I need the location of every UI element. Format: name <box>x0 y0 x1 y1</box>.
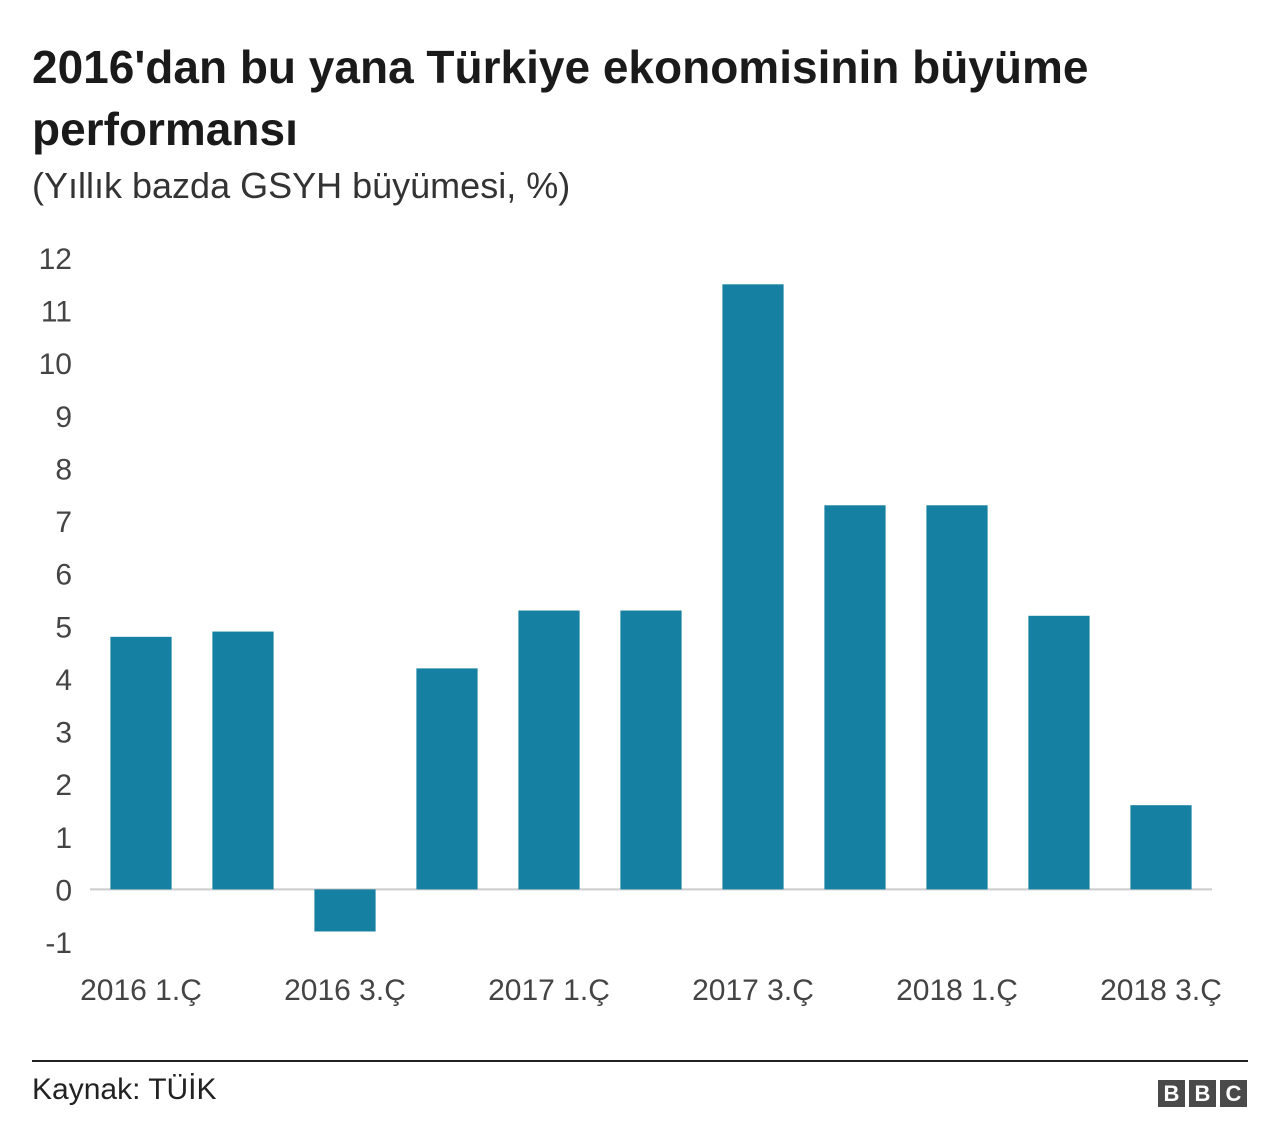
x-tick-label: 2017 1.Ç <box>488 974 610 1007</box>
bar <box>110 636 172 890</box>
bar <box>1028 615 1090 890</box>
source-label: Kaynak: TÜİK <box>32 1073 217 1106</box>
y-tick-label: 5 <box>55 611 72 644</box>
bbc-logo-letter: B <box>1158 1080 1185 1107</box>
bbc-logo-letter: B <box>1189 1080 1216 1107</box>
y-tick-label: 9 <box>55 401 72 434</box>
x-tick-label: 2016 3.Ç <box>284 974 406 1007</box>
x-axis-ticks: 2016 1.Ç 2016 3.Ç 2017 1.Ç 2017 3.Ç 2018 1.Ç… <box>80 974 1222 1007</box>
y-tick-label: 11 <box>41 296 72 329</box>
bar <box>1130 805 1192 890</box>
bar <box>416 668 478 890</box>
y-tick-label: 2 <box>55 769 72 802</box>
chart-subtitle: (Yıllık bazda GSYH büyümesi, %) <box>32 165 571 206</box>
y-tick-label: 10 <box>39 348 72 381</box>
bar <box>620 610 682 890</box>
x-tick-label: 2016 1.Ç <box>80 974 202 1007</box>
bar <box>212 631 274 890</box>
bar <box>926 505 988 890</box>
bar <box>722 284 784 890</box>
bar <box>824 505 886 890</box>
y-tick-label: 1 <box>55 822 72 855</box>
bbc-logo: B B C <box>1158 1080 1247 1107</box>
y-tick-label: 6 <box>55 559 72 592</box>
y-tick-label: 7 <box>55 506 72 539</box>
y-tick-label: -1 <box>45 927 72 960</box>
y-tick-label: 12 <box>39 243 72 276</box>
y-tick-label: 0 <box>55 874 72 907</box>
x-tick-label: 2018 1.Ç <box>896 974 1018 1007</box>
bar <box>518 610 580 890</box>
y-tick-label: 4 <box>55 664 72 697</box>
x-tick-label: 2018 3.Ç <box>1100 974 1222 1007</box>
bar <box>314 889 376 932</box>
y-tick-label: 3 <box>55 717 72 750</box>
footer-divider <box>32 1060 1248 1062</box>
bbc-logo-letter: C <box>1220 1080 1247 1107</box>
x-tick-label: 2017 3.Ç <box>692 974 814 1007</box>
chart-title: 2016'dan bu yana Türkiye ekonomisinin bü… <box>32 41 1089 155</box>
y-tick-label: 8 <box>55 453 72 486</box>
bars <box>110 284 1192 932</box>
